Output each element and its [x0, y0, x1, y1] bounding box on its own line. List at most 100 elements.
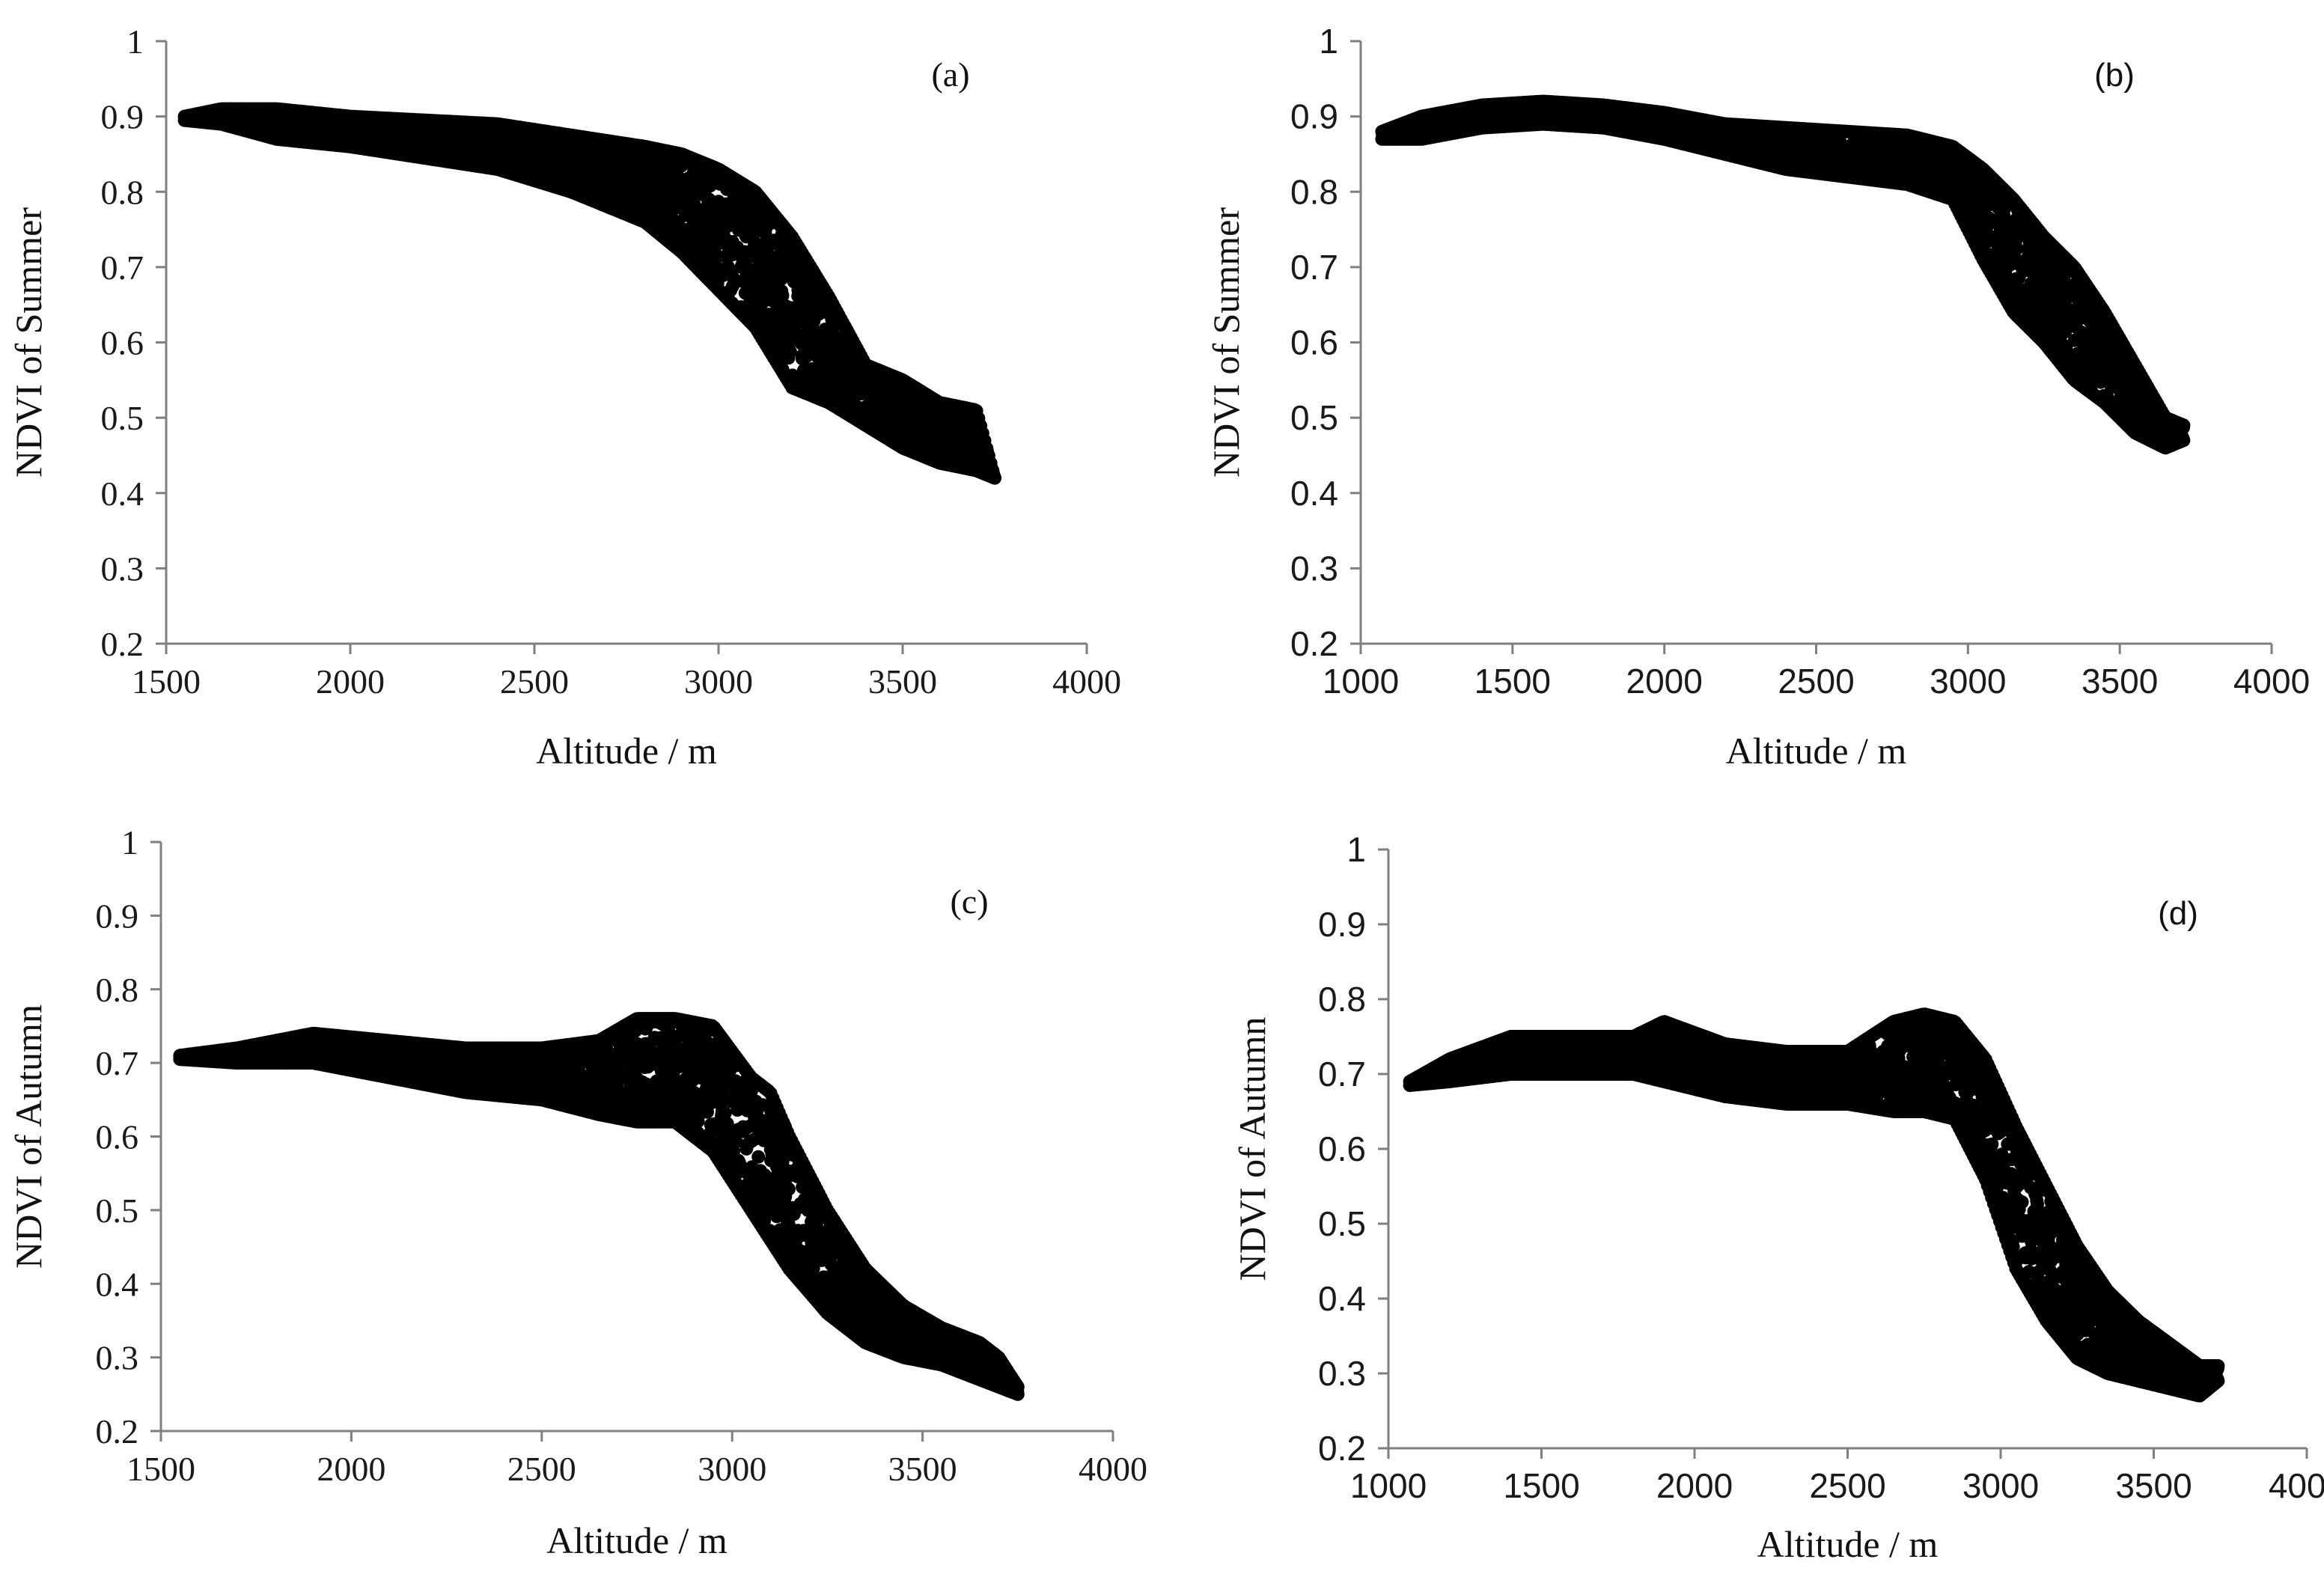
data-point [710, 231, 725, 244]
data-point [918, 405, 932, 419]
x-tick-label: 1000 [1323, 662, 1399, 701]
y-tick-label: 0.9 [101, 98, 144, 136]
x-tick-label: 3500 [2081, 662, 2158, 701]
data-point [772, 312, 787, 326]
y-tick-label: 1 [126, 22, 144, 61]
data-point [746, 249, 760, 263]
y-tick-label: 0.4 [101, 475, 144, 513]
data-point [736, 261, 751, 275]
y-tick-label: 0.2 [101, 625, 144, 663]
scatter-series [1375, 94, 2191, 455]
data-point [670, 170, 684, 184]
y-tick-label: 0.5 [1290, 398, 1338, 437]
data-point [828, 367, 842, 382]
x-tick-label: 2500 [500, 662, 569, 701]
y-tick-label: 0.2 [1290, 624, 1338, 663]
data-point [921, 432, 935, 446]
y-axis-title: NDVI of Summer [7, 207, 49, 478]
y-tick-label: 0.7 [1290, 248, 1338, 287]
data-point [457, 132, 472, 147]
data-point [880, 408, 894, 422]
data-point [655, 170, 669, 184]
x-tick-label: 3000 [1930, 662, 2006, 701]
data-point [787, 325, 801, 339]
data-point [731, 216, 745, 230]
data-point [696, 179, 710, 192]
data-point [943, 413, 957, 427]
data-point [694, 231, 708, 245]
x-tick-label: 4000 [1052, 662, 1121, 701]
y-tick-label: 1 [1319, 22, 1338, 61]
data-point [681, 193, 695, 207]
data-point [800, 362, 814, 376]
x-tick-label: 4000 [2233, 662, 2310, 701]
data-point [742, 277, 756, 291]
data-point [838, 388, 852, 403]
data-point [745, 212, 759, 226]
y-tick-label: 0.3 [1290, 549, 1338, 588]
data-point [755, 272, 769, 287]
panel-a: 0.2 0.3 0.4 0.5 0.6 0.7 0.8 0.9 1 1500 2000 2500 300… [7, 22, 1121, 772]
data-point [862, 379, 876, 393]
x-tick-label: 1500 [132, 662, 201, 701]
y-tick-label: 0.7 [101, 248, 144, 287]
y-tick-label: 0.6 [101, 324, 144, 362]
data-point [873, 385, 888, 400]
data-point [805, 305, 819, 319]
data-point [778, 344, 792, 358]
data-point [963, 439, 978, 453]
panel-label: (a) [931, 55, 969, 94]
data-point [840, 356, 854, 370]
data-point [726, 241, 740, 255]
x-tick-label: 2000 [316, 662, 385, 701]
data-point [817, 346, 832, 360]
data-point [758, 286, 772, 300]
data-point [514, 144, 528, 158]
data-point [632, 179, 646, 193]
y-tick-label: 0.4 [1290, 474, 1338, 513]
data-point [706, 216, 720, 231]
x-tick-label: 3500 [868, 662, 937, 701]
y-tick-label: 0.8 [101, 173, 144, 211]
data-point [639, 162, 653, 177]
data-point [568, 173, 582, 186]
data-point [869, 403, 883, 418]
data-point [790, 300, 805, 314]
data-point [739, 230, 754, 244]
x-tick-label: 2000 [1626, 662, 1702, 701]
data-point [432, 126, 446, 141]
y-tick-label: 0.6 [1290, 323, 1338, 362]
data-point [776, 251, 790, 265]
x-tick-label: 3000 [684, 662, 753, 701]
data-point [555, 165, 569, 180]
x-axis-title: Altitude / m [1726, 730, 1907, 772]
data-point [527, 150, 541, 164]
y-tick-label: 0.3 [101, 549, 144, 588]
data-point [561, 150, 576, 164]
data-point [373, 123, 387, 137]
data-point [988, 471, 1001, 485]
data-point [719, 266, 733, 280]
data-point [939, 433, 954, 448]
scatter-series [177, 102, 1001, 485]
data-point [725, 196, 739, 210]
data-point [795, 349, 809, 363]
y-axis-title: NDVI of Summer [1205, 207, 1247, 478]
data-point [915, 417, 929, 431]
y-tick-label: 0.8 [1290, 172, 1338, 211]
data-point [774, 326, 788, 341]
data-point [959, 417, 973, 431]
panel-label: (b) [2094, 57, 2135, 94]
data-point [798, 327, 812, 341]
data-point [625, 155, 639, 169]
data-point [711, 198, 725, 212]
data-point [540, 150, 555, 165]
data-point [668, 216, 682, 231]
y-tick-label: 0.9 [1290, 97, 1338, 136]
y-tick-label: 0.5 [101, 399, 144, 437]
x-tick-label: 2500 [1778, 662, 1854, 701]
data-point [589, 151, 603, 165]
data-point [642, 202, 656, 216]
